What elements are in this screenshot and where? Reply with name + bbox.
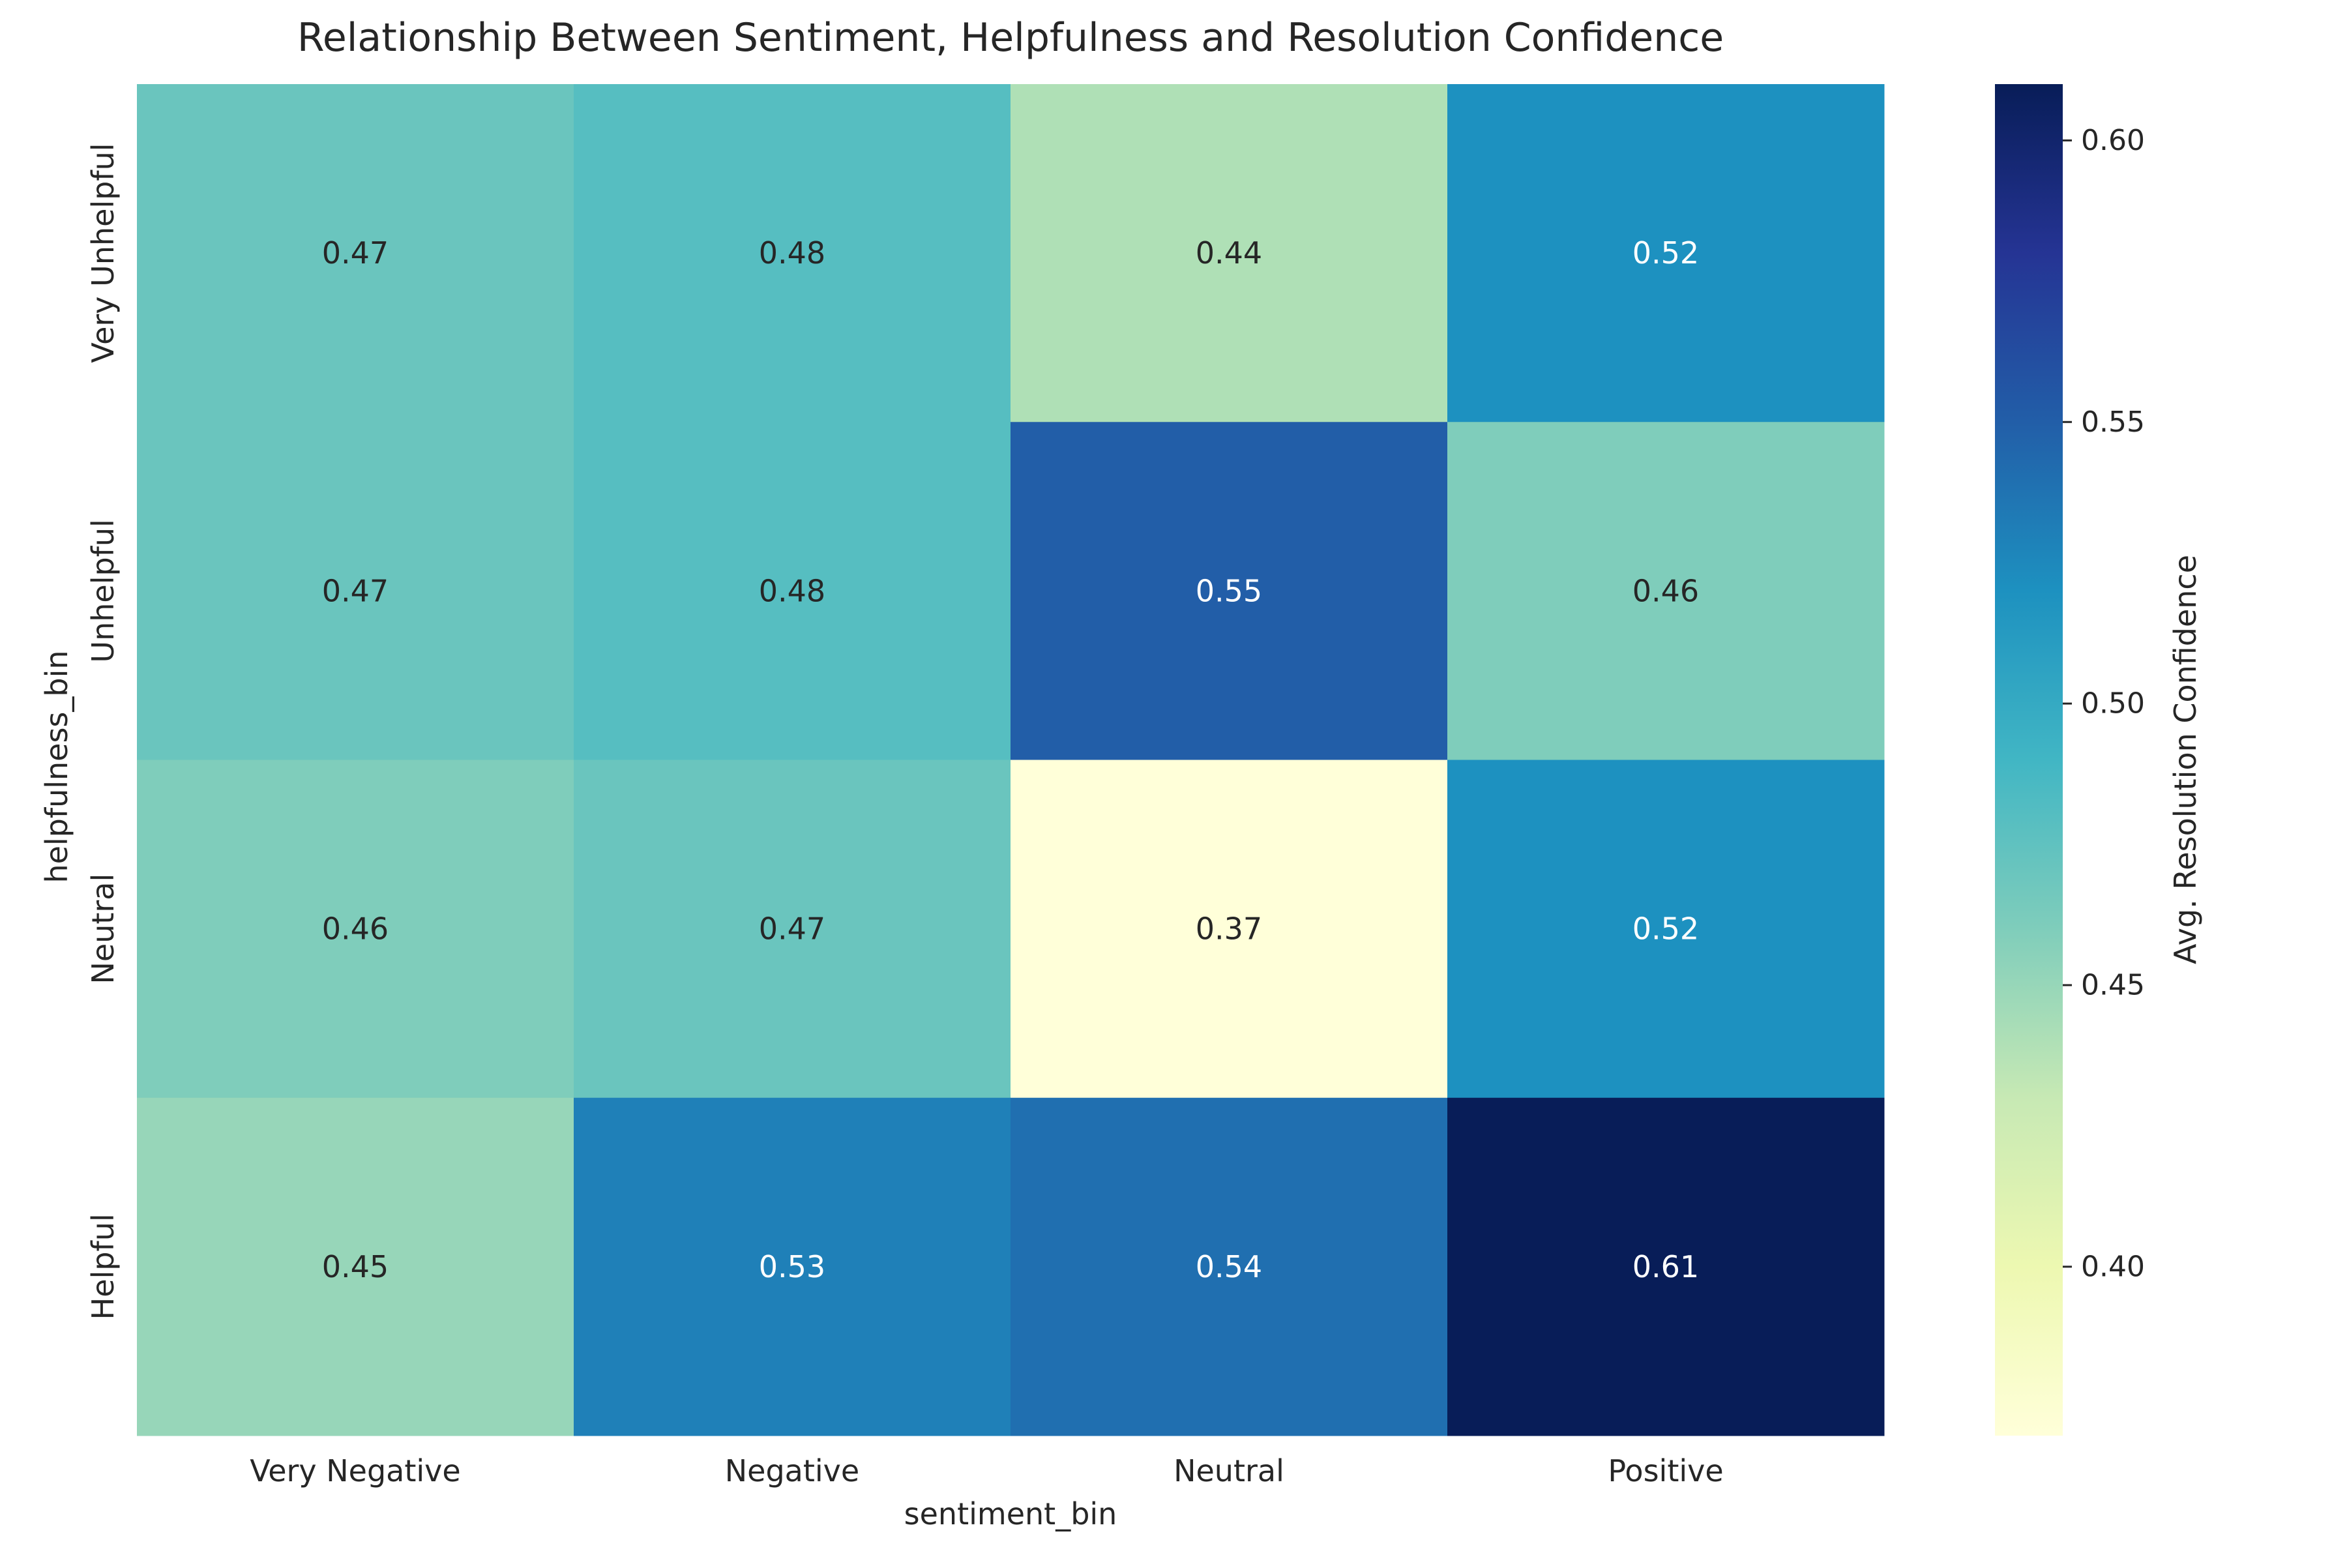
heatmap-cell — [1447, 84, 1885, 422]
cell-value-label: 0.61 — [1632, 1249, 1699, 1284]
cell-value-label: 0.47 — [322, 235, 389, 271]
y-tick-label: Neutral — [85, 874, 121, 984]
heatmap-cell — [574, 422, 1011, 760]
x-tick-label: Neutral — [1174, 1453, 1284, 1488]
y-axis-label: helpfulness_bin — [39, 650, 74, 883]
cell-value-label: 0.48 — [759, 235, 825, 271]
colorbar-tick-label: 0.40 — [2081, 1250, 2145, 1283]
cell-value-label: 0.45 — [322, 1249, 389, 1284]
x-tick-label: Very Negative — [250, 1453, 460, 1488]
cell-value-label: 0.46 — [1632, 573, 1699, 608]
y-tick-label: Helpful — [85, 1213, 121, 1320]
heatmap-cell — [574, 760, 1011, 1099]
x-tick-label: Negative — [725, 1453, 859, 1488]
heatmap-cell — [1011, 1097, 1448, 1436]
heatmap-cell-labels: 0.47 0.48 0.44 0.52 0.47 0.48 0.55 0.46 0.46 0.47… — [322, 235, 1699, 1284]
colorbar-ticks: 0.40 0.45 0.50 0.55 0.60 — [2063, 124, 2145, 1283]
cell-value-label: 0.44 — [1196, 235, 1262, 271]
heatmap-cell — [137, 1097, 574, 1436]
x-tick-label: Positive — [1608, 1453, 1723, 1488]
heatmap-cell — [1011, 760, 1448, 1099]
colorbar-label: Avg. Resolution Confidence — [2168, 555, 2203, 964]
heatmap-cell — [137, 422, 574, 760]
cell-value-label: 0.52 — [1632, 911, 1699, 947]
x-axis-label: sentiment_bin — [904, 1496, 1117, 1531]
heatmap-cell — [1011, 422, 1448, 760]
cell-value-label: 0.46 — [322, 911, 389, 947]
colorbar: 0.40 0.45 0.50 0.55 0.60 Avg. Resolution Con… — [1995, 84, 2203, 1436]
cell-value-label: 0.53 — [759, 1249, 825, 1284]
heatmap-cell — [137, 760, 574, 1099]
colorbar-gradient — [1995, 84, 2063, 1436]
heatmap-cells — [137, 84, 1885, 1436]
cell-value-label: 0.48 — [759, 573, 825, 608]
heatmap-cell — [1447, 760, 1885, 1099]
cell-value-label: 0.52 — [1632, 235, 1699, 271]
cell-value-label: 0.47 — [759, 911, 825, 947]
cell-value-label: 0.37 — [1196, 911, 1262, 947]
x-axis-tick-labels: Very Negative Negative Neutral Positive — [250, 1453, 1723, 1488]
y-tick-label: Unhelpful — [85, 519, 121, 662]
heatmap-cell — [1011, 84, 1448, 422]
heatmap-cell — [1447, 422, 1885, 760]
cell-value-label: 0.47 — [322, 573, 389, 608]
colorbar-tick-label: 0.55 — [2081, 406, 2145, 439]
heatmap-cell — [574, 1097, 1011, 1436]
cell-value-label: 0.54 — [1196, 1249, 1262, 1284]
colorbar-tick-label: 0.45 — [2081, 969, 2145, 1002]
cell-value-label: 0.55 — [1196, 573, 1262, 608]
heatmap-cell — [1447, 1097, 1885, 1436]
colorbar-tick-label: 0.60 — [2081, 124, 2145, 157]
heatmap-cell — [137, 84, 574, 422]
chart-title: Relationship Between Sentiment, Helpfuln… — [297, 15, 1724, 61]
heatmap-cell — [574, 84, 1011, 422]
colorbar-tick-label: 0.50 — [2081, 687, 2145, 720]
y-axis-tick-labels: Very Unhelpful Unhelpful Neutral Helpful — [85, 143, 121, 1320]
y-tick-label: Very Unhelpful — [85, 143, 121, 362]
